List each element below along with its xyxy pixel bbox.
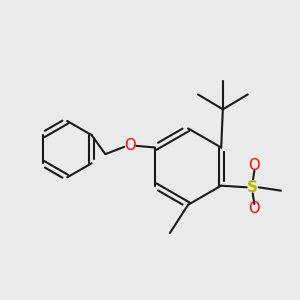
Text: O: O xyxy=(124,138,136,153)
Text: S: S xyxy=(247,180,258,195)
Text: O: O xyxy=(249,201,260,216)
Text: O: O xyxy=(249,158,260,173)
